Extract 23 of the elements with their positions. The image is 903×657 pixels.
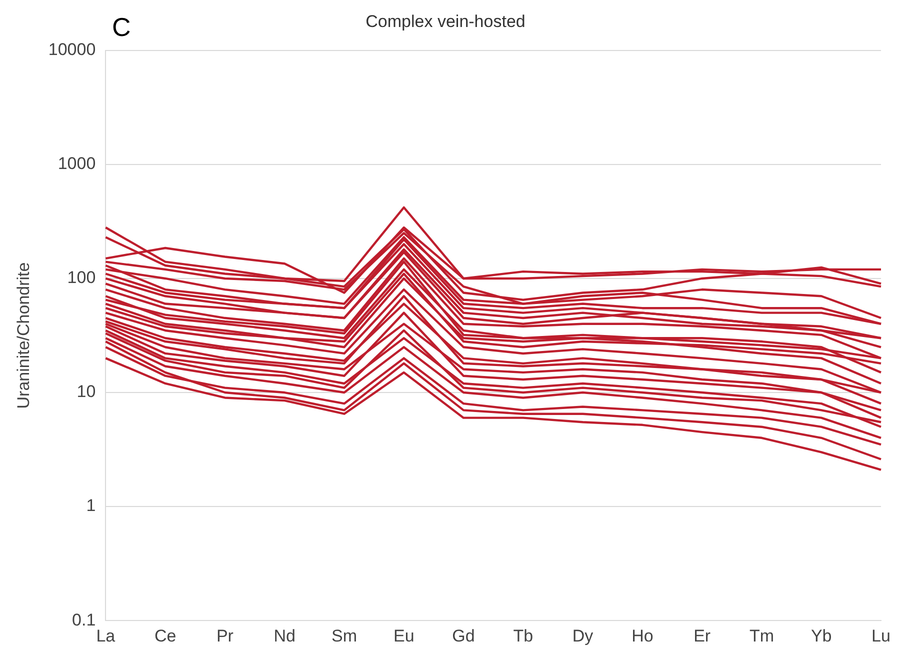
x-tick-label: Lu <box>872 626 890 646</box>
x-tick-label: Ce <box>154 626 176 646</box>
x-tick-label: Ho <box>632 626 654 646</box>
x-tick-label: Dy <box>572 626 594 646</box>
y-tick-label: 10000 <box>48 40 96 60</box>
y-axis-title: Uraninite/Chondrite <box>14 262 33 409</box>
x-tick-label: Gd <box>452 626 475 646</box>
y-tick-label: 0.1 <box>72 610 96 630</box>
x-tick-label: Yb <box>810 626 832 646</box>
x-tick-label: La <box>96 626 116 646</box>
x-tick-label: Tm <box>749 626 774 646</box>
y-tick-label: 100 <box>67 268 96 288</box>
x-tick-label: Pr <box>216 626 234 646</box>
x-tick-label: Tb <box>513 626 534 646</box>
y-tick-label: 1000 <box>58 154 96 174</box>
y-tick-label: 1 <box>86 496 96 516</box>
chart-title: Complex vein-hosted <box>366 12 526 31</box>
text: C <box>112 12 131 43</box>
y-tick-label: 10 <box>76 382 96 402</box>
x-tick-label: Nd <box>274 626 296 646</box>
x-tick-label: Sm <box>331 626 357 646</box>
x-tick-label: Er <box>694 626 711 646</box>
x-tick-label: Eu <box>393 626 414 646</box>
